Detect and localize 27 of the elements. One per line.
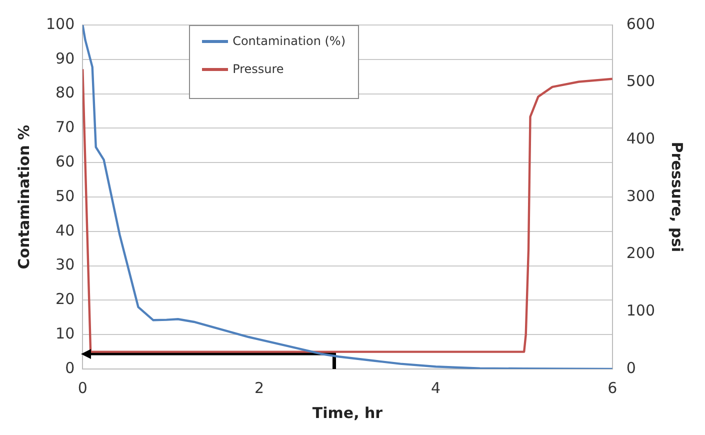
y-tick-label: 90 (56, 49, 75, 68)
x-tick-label: 6 (608, 378, 618, 397)
y-tick-label: 50 (56, 186, 75, 205)
y2-tick-label: 400 (626, 130, 656, 148)
y-tick-label: 10 (56, 324, 75, 342)
y-tick-label: 30 (56, 256, 75, 274)
y-tick-label: 20 (56, 290, 75, 308)
y-tick-label: 70 (56, 118, 75, 136)
y2-tick-label: 0 (626, 358, 636, 377)
y-tick-label: 100 (46, 14, 75, 33)
x-tick-label: 0 (78, 378, 88, 397)
y2-tick-label: 600 (626, 14, 656, 33)
x-tick-label: 4 (431, 378, 441, 397)
legend-label: Pressure (232, 62, 284, 76)
y2-axis-title: Pressure, psi (668, 142, 686, 252)
y2-tick-label: 100 (626, 302, 656, 320)
y-axis-title: Contamination % (14, 124, 33, 270)
x-axis-title: Time, hr (312, 404, 384, 422)
y-tick-label: 80 (56, 84, 75, 102)
y2-tick-label: 300 (626, 186, 656, 205)
y-tick-label: 0 (65, 358, 75, 377)
y2-tick-label: 500 (626, 72, 656, 90)
y-tick-label: 60 (56, 152, 75, 170)
x-tick-label: 2 (254, 378, 264, 397)
legend-label: Contamination (%) (232, 34, 346, 48)
y2-tick-label: 200 (626, 244, 656, 262)
y-tick-label: 40 (56, 221, 75, 240)
